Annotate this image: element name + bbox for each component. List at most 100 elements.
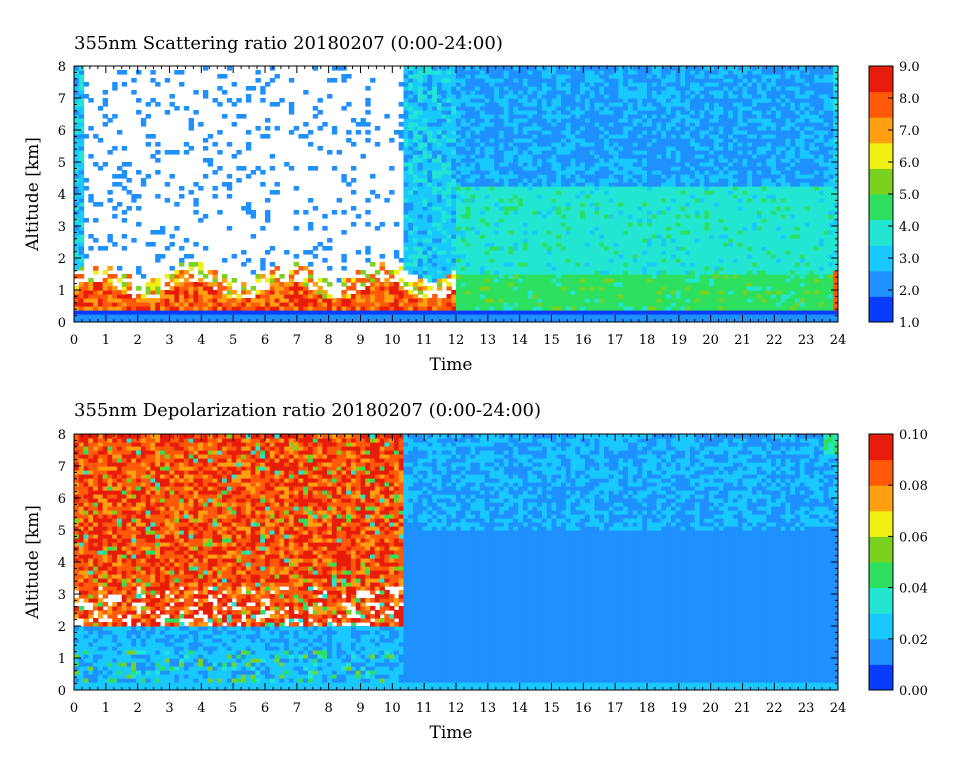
heatmap-cell [670,286,677,291]
heatmap-cell [451,262,457,267]
heatmap-cell [341,314,347,319]
heatmap-cell [451,106,457,111]
heatmap-cell [632,230,639,235]
heatmap-cell [413,238,419,243]
heatmap-cell [389,190,395,195]
heatmap-cell [647,246,653,251]
heatmap-cell [570,78,576,83]
heatmap-cell [599,238,605,243]
heatmap-cell [685,150,691,155]
heatmap-cell [661,250,667,255]
heatmap-cell [470,222,476,227]
heatmap-cell [570,118,576,123]
heatmap-cell [436,130,443,135]
heatmap-cell [594,166,600,171]
heatmap-cell [393,298,400,303]
heatmap-cell [680,90,686,95]
heatmap-cell [623,310,629,315]
heatmap-cell [422,94,428,99]
heatmap-cell [475,254,481,259]
heatmap-cell [513,70,519,75]
heatmap-cell [503,298,510,303]
heatmap-cell [570,238,576,243]
heatmap-cell [460,266,467,271]
heatmap-cell [403,282,409,287]
heatmap-cell [494,130,500,135]
heatmap-cell [613,246,619,251]
heatmap-cell [97,294,104,299]
heatmap-cell [494,170,500,175]
heatmap-cell [565,130,572,135]
heatmap-cell [475,274,481,279]
heatmap-cell [446,94,452,99]
heatmap-cell [417,206,424,211]
heatmap-cell [470,74,476,79]
heatmap-cell [74,310,80,315]
heatmap-cell [642,238,648,243]
heatmap-cell [498,90,505,95]
heatmap-cell [260,98,266,103]
heatmap-cell [632,130,639,135]
heatmap-cell [498,298,505,303]
heatmap-cell [422,170,428,175]
heatmap-cell [575,230,581,235]
heatmap-cell [685,222,691,227]
heatmap-cell [661,278,667,283]
heatmap-cell [475,146,481,151]
heatmap-cell [627,110,634,115]
heatmap-cell [389,166,395,171]
heatmap-cell [231,278,237,283]
heatmap-cell [666,174,672,179]
heatmap-cell [274,282,280,287]
heatmap-cell [661,298,667,303]
heatmap-cell [403,90,409,95]
heatmap-cell [556,262,562,267]
heatmap-cell [680,314,686,319]
heatmap-cell [479,106,486,111]
heatmap-cell [193,306,199,311]
heatmap-cell [436,254,443,259]
heatmap-cell [456,310,462,315]
heatmap-cell [179,82,185,87]
heatmap-cell [513,242,519,247]
heatmap-cell [451,90,457,95]
heatmap-cell [446,262,452,267]
heatmap-cell [102,310,109,315]
heatmap-cell [441,266,448,271]
heatmap-cell [498,66,505,71]
heatmap-cell [403,106,409,111]
heatmap-cell [518,146,524,151]
heatmap-cell [327,310,333,315]
heatmap-cell [594,78,600,83]
heatmap-cell [656,98,662,103]
heatmap-cell [74,290,80,295]
heatmap-cell [594,254,600,259]
heatmap-cell [150,286,156,291]
heatmap-cell [155,278,161,283]
heatmap-cell [618,294,624,299]
heatmap-cell [494,226,500,231]
heatmap-cell [408,134,414,139]
heatmap-cell [589,154,596,159]
heatmap-cell [522,166,529,171]
heatmap-cell [651,118,658,123]
heatmap-cell [498,226,505,231]
heatmap-cell [436,250,443,255]
heatmap-cell [647,98,653,103]
heatmap-cell [618,258,624,263]
heatmap-cell [651,174,658,179]
heatmap-cell [675,210,682,215]
heatmap-cell [561,282,567,287]
heatmap-cell [675,98,682,103]
heatmap-cell [422,106,428,111]
heatmap-cell [632,154,639,159]
heatmap-cell [422,298,428,303]
heatmap-cell [336,298,343,303]
heatmap-cell [307,314,314,319]
heatmap-cell [217,286,223,291]
heatmap-cell [432,74,438,79]
heatmap-cell [494,230,500,235]
heatmap-cell [465,134,471,139]
heatmap-cell [298,286,304,291]
heatmap-cell [613,126,619,131]
